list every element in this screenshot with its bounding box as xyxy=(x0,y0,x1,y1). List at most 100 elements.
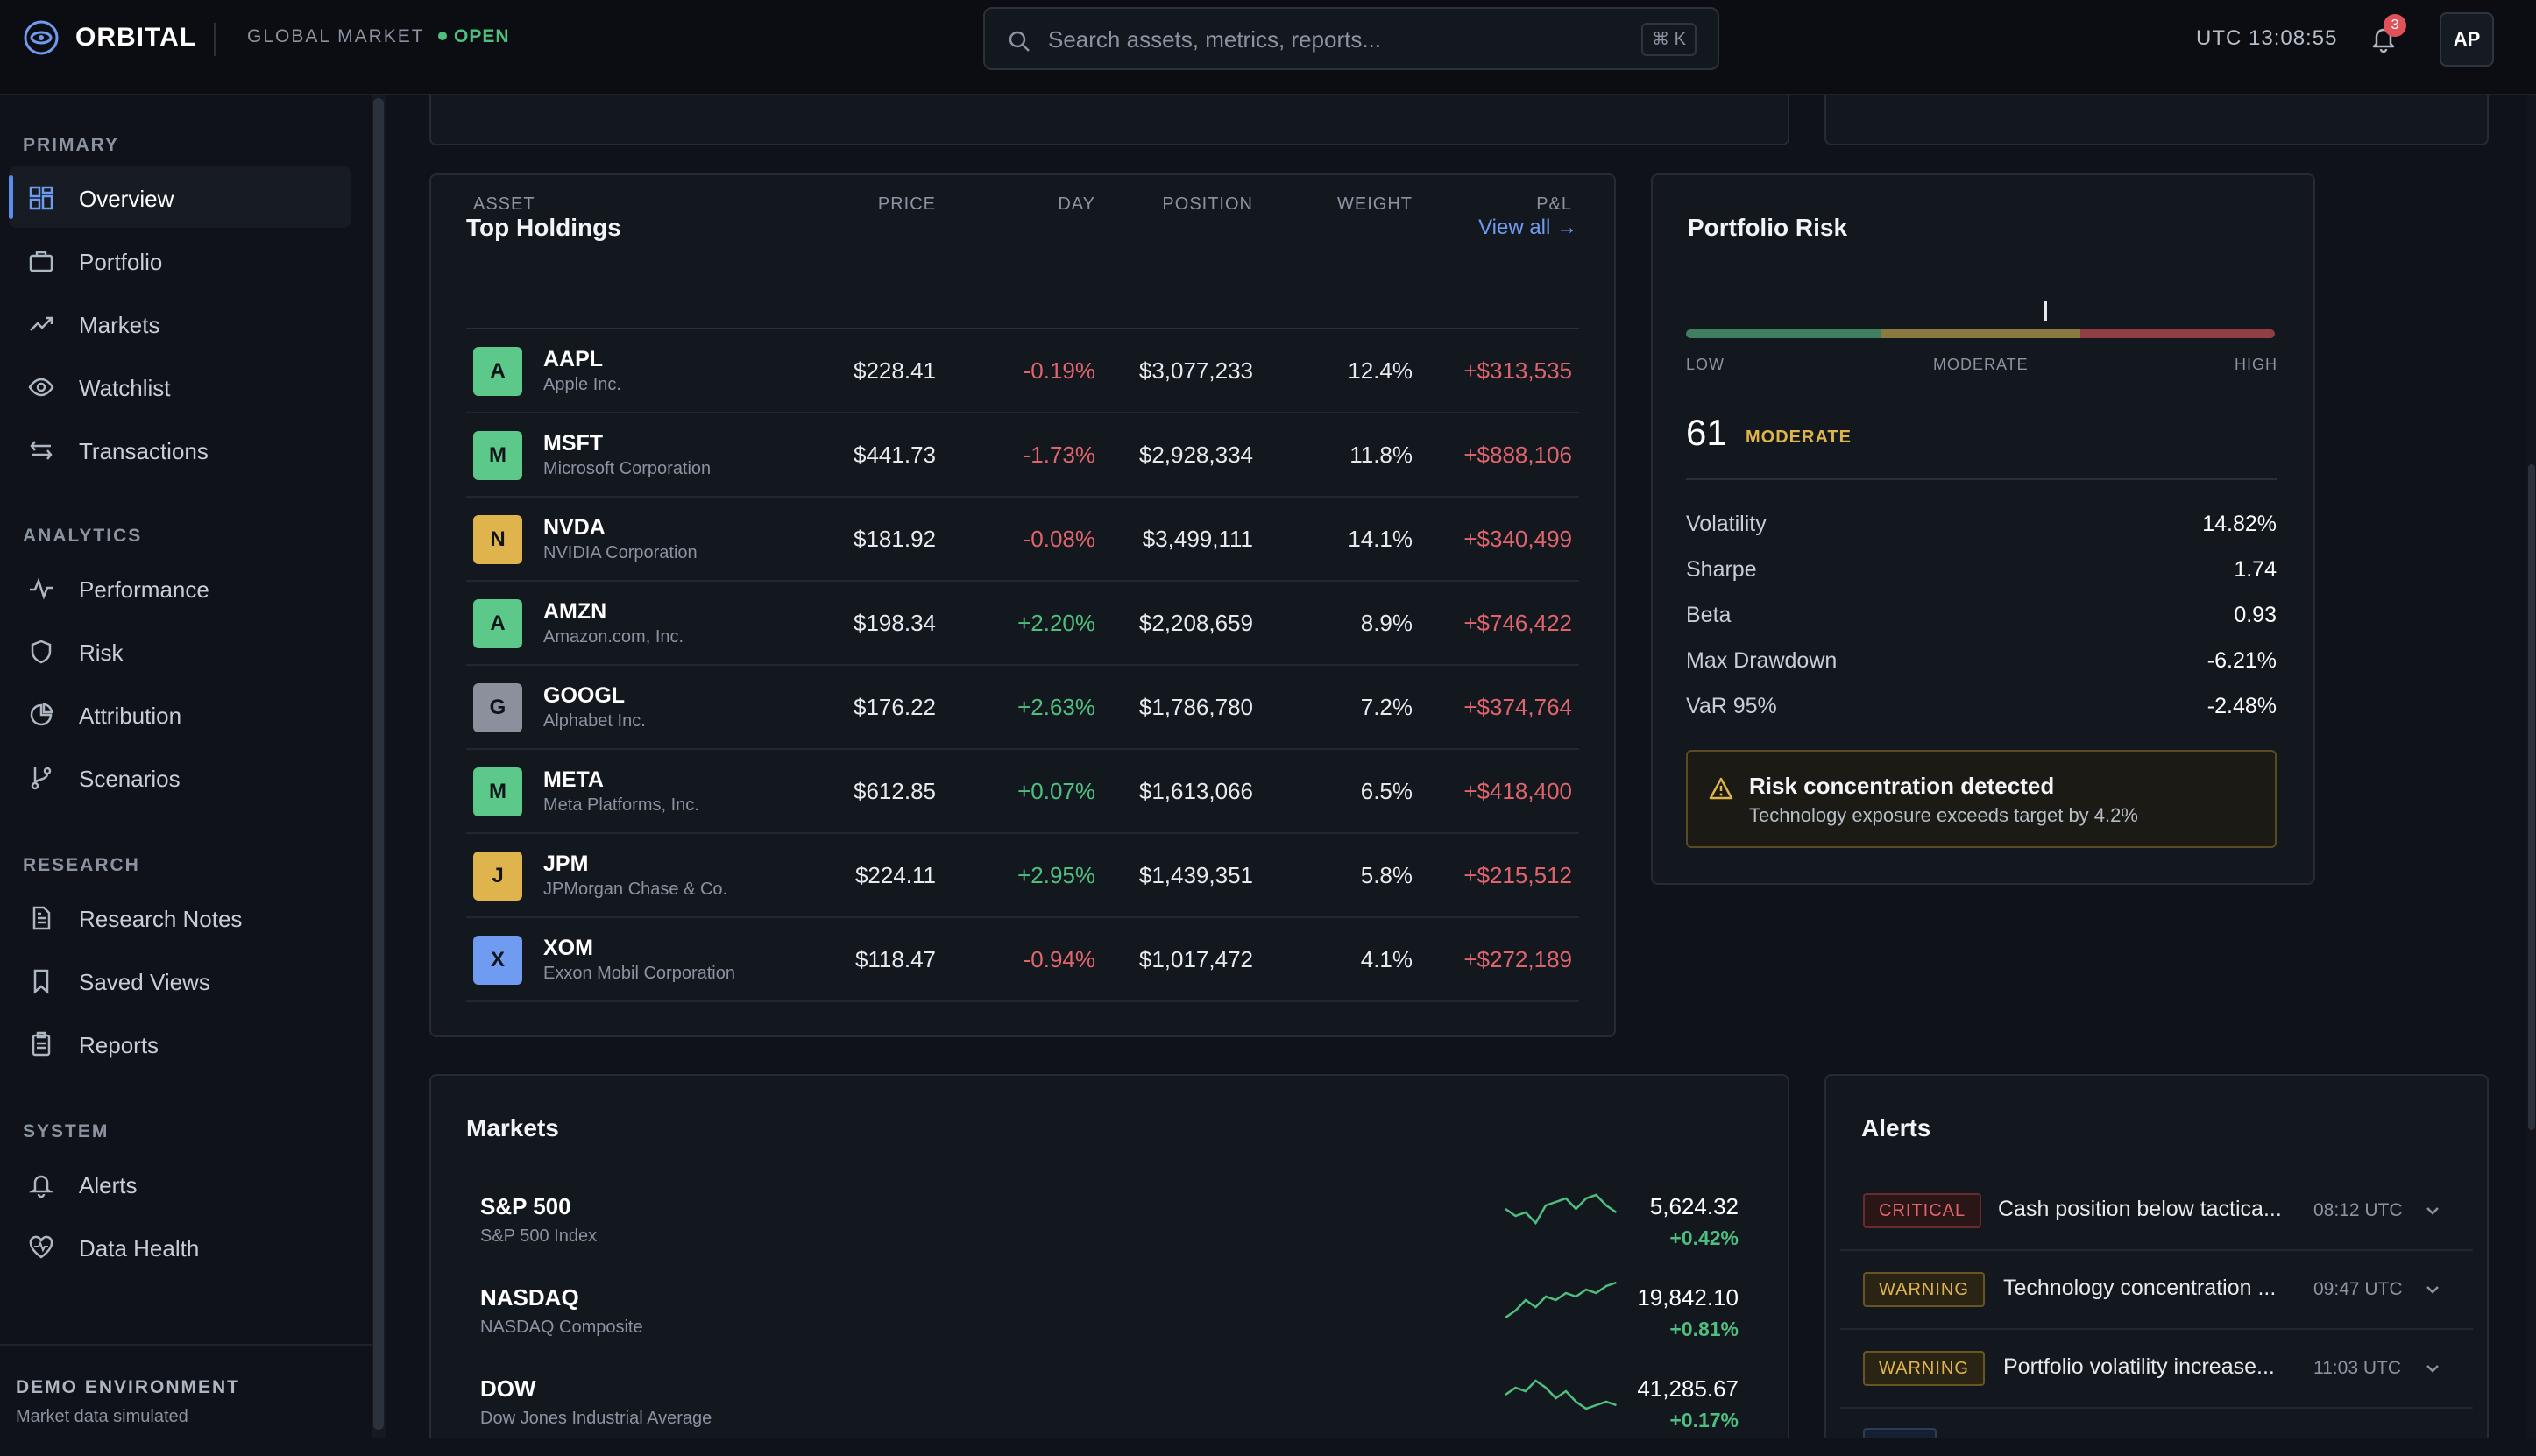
asset-day-change: -0.94% xyxy=(1023,946,1095,972)
sidebar: PRIMARY Overview Portfolio Markets Watch… xyxy=(0,95,372,1438)
asset-price: $198.34 xyxy=(854,610,936,636)
risk-concentration-warning[interactable]: Risk concentration detected Technology e… xyxy=(1686,750,2277,848)
alert-row[interactable]: WARNING Technology concentration ... 09:47… xyxy=(1840,1251,2473,1330)
user-avatar[interactable]: AP xyxy=(2440,12,2494,67)
chevron-down-icon[interactable] xyxy=(2424,1281,2441,1298)
asset-pnl: +$418,400 xyxy=(1463,778,1572,804)
sidebar-item-watchlist[interactable]: Watchlist xyxy=(9,356,351,417)
asset-logo: N xyxy=(473,515,522,564)
arrows-swap-icon xyxy=(30,441,53,460)
risk-score-label: MODERATE xyxy=(1746,428,1852,447)
market-row[interactable]: DOW Dow Jones Industrial Average 41,285.67… xyxy=(480,1365,1739,1456)
market-name: DOW xyxy=(480,1375,536,1402)
asset-day-change: -0.08% xyxy=(1023,526,1095,552)
risk-score: 61 xyxy=(1686,412,1727,453)
risk-metric-label: Beta xyxy=(1686,603,1732,627)
table-row[interactable]: A AMZN Amazon.com, Inc. $198.34 +2.20% $2,208… xyxy=(466,582,1579,666)
sidebar-item-data-health[interactable]: Data Health xyxy=(9,1216,351,1277)
market-status: OPEN xyxy=(438,26,510,47)
search-box[interactable]: ⌘ K xyxy=(983,7,1719,70)
briefcase-icon xyxy=(29,251,53,272)
eye-icon xyxy=(28,378,54,397)
sidebar-item-attribution[interactable]: Attribution xyxy=(9,683,351,745)
section-title-system: SYSTEM xyxy=(23,1121,110,1141)
sidebar-item-portfolio[interactable]: Portfolio xyxy=(9,230,351,291)
market-row[interactable]: NASDAQ NASDAQ Composite 19,842.10 +0.81% xyxy=(480,1274,1739,1365)
alert-time: 09:47 UTC xyxy=(2313,1279,2403,1299)
alert-row[interactable]: CRITICAL Cash position below tactica... 08… xyxy=(1840,1172,2473,1251)
asset-symbol: AMZN xyxy=(543,599,607,624)
utc-clock: UTC 13:08:55 xyxy=(2196,26,2338,50)
sidebar-item-label: Risk xyxy=(79,640,124,666)
sidebar-item-performance[interactable]: Performance xyxy=(9,557,351,618)
column-header-price: PRICE xyxy=(877,194,936,214)
sidebar-item-label: Scenarios xyxy=(79,766,181,792)
sidebar-item-reports[interactable]: Reports xyxy=(9,1013,351,1074)
alert-text: Technology concentration ... xyxy=(2003,1276,2277,1300)
asset-price: $181.92 xyxy=(854,526,936,552)
asset-price: $612.85 xyxy=(854,778,936,804)
alert-row[interactable]: WARNING Portfolio volatility increase... 1… xyxy=(1840,1330,2473,1409)
asset-symbol: NVDA xyxy=(543,515,606,540)
chevron-down-icon[interactable] xyxy=(2424,1202,2441,1219)
sidebar-item-label: Alerts xyxy=(79,1172,138,1198)
sidebar-item-label: Markets xyxy=(79,312,160,338)
asset-day-change: +0.07% xyxy=(1017,778,1095,804)
alert-severity-badge: WARNING xyxy=(1863,1351,1985,1386)
asset-pnl: +$272,189 xyxy=(1463,946,1572,972)
asset-logo: J xyxy=(473,852,522,901)
sidebar-item-saved-views[interactable]: Saved Views xyxy=(9,950,351,1011)
sidebar-item-overview[interactable]: Overview xyxy=(9,166,351,228)
asset-day-change: -1.73% xyxy=(1023,442,1095,468)
market-label: GLOBAL MARKET xyxy=(247,26,425,46)
market-sparkline xyxy=(1505,1281,1617,1319)
market-row[interactable]: S&P 500 S&P 500 Index 5,624.32 +0.42% xyxy=(480,1183,1739,1274)
table-row[interactable]: A AAPL Apple Inc. $228.41 -0.19% $3,077,233 12… xyxy=(466,329,1579,413)
page-scrollbar-thumb[interactable] xyxy=(2528,464,2535,1130)
risk-gauge-bar xyxy=(1686,329,2275,338)
asset-position: $1,786,780 xyxy=(1138,694,1253,720)
sidebar-item-alerts[interactable]: Alerts xyxy=(9,1153,351,1214)
asset-day-change: +2.95% xyxy=(1017,862,1095,888)
sidebar-item-markets[interactable]: Markets xyxy=(9,293,351,354)
table-row[interactable]: M META Meta Platforms, Inc. $612.85 +0.07% $1… xyxy=(466,750,1579,834)
sidebar-item-transactions[interactable]: Transactions xyxy=(9,419,351,480)
asset-symbol: MSFT xyxy=(543,431,604,456)
top-holdings-title: Top Holdings xyxy=(466,214,621,241)
clipboard-icon xyxy=(32,1031,51,1057)
search-input[interactable] xyxy=(1048,19,1591,60)
market-change: +0.42% xyxy=(1669,1226,1739,1249)
sidebar-item-scenarios[interactable]: Scenarios xyxy=(9,746,351,808)
sidebar-item-label: Saved Views xyxy=(79,969,210,995)
asset-symbol: META xyxy=(543,767,604,792)
asset-symbol: AAPL xyxy=(543,347,604,371)
sidebar-item-risk[interactable]: Risk xyxy=(9,620,351,682)
sidebar-item-research-notes[interactable]: Research Notes xyxy=(9,887,351,948)
market-value: 5,624.32 xyxy=(1649,1193,1739,1219)
asset-symbol: GOOGL xyxy=(543,683,626,708)
asset-weight: 5.8% xyxy=(1360,862,1413,888)
asset-position: $3,499,111 xyxy=(1142,526,1253,552)
section-title-research: RESEARCH xyxy=(23,855,140,875)
view-all-link[interactable]: View all → xyxy=(1478,216,1577,239)
logo[interactable]: ORBITAL xyxy=(23,19,196,56)
table-row[interactable]: X XOM Exxon Mobil Corporation $118.47 -0.94%… xyxy=(466,918,1579,1002)
alerts-title: Alerts xyxy=(1861,1114,1931,1141)
table-row[interactable]: N NVDA NVIDIA Corporation $181.92 -0.08% $3,4… xyxy=(466,498,1579,582)
chevron-down-icon[interactable] xyxy=(2424,1360,2441,1377)
heart-pulse-icon xyxy=(29,1235,53,1259)
shield-icon xyxy=(31,640,52,664)
warning-title: Risk concentration detected xyxy=(1749,773,2055,799)
market-status-text: OPEN xyxy=(454,26,510,46)
table-row[interactable]: J JPM JPMorgan Chase & Co. $224.11 +2.95% $1,… xyxy=(466,834,1579,918)
risk-scale-moderate: MODERATE xyxy=(1933,356,2029,373)
table-row[interactable]: M MSFT Microsoft Corporation $441.73 -1.73% $… xyxy=(466,413,1579,498)
table-row[interactable]: G GOOGL Alphabet Inc. $176.22 +2.63% $1,786,7… xyxy=(466,666,1579,750)
asset-weight: 14.1% xyxy=(1348,526,1413,552)
market-value: 19,842.10 xyxy=(1637,1284,1739,1311)
sidebar-item-label: Reports xyxy=(79,1032,159,1058)
asset-logo: X xyxy=(473,936,522,985)
asset-logo: A xyxy=(473,347,522,396)
sidebar-scrollbar-thumb[interactable] xyxy=(373,98,384,1430)
asset-position: $2,208,659 xyxy=(1138,610,1253,636)
